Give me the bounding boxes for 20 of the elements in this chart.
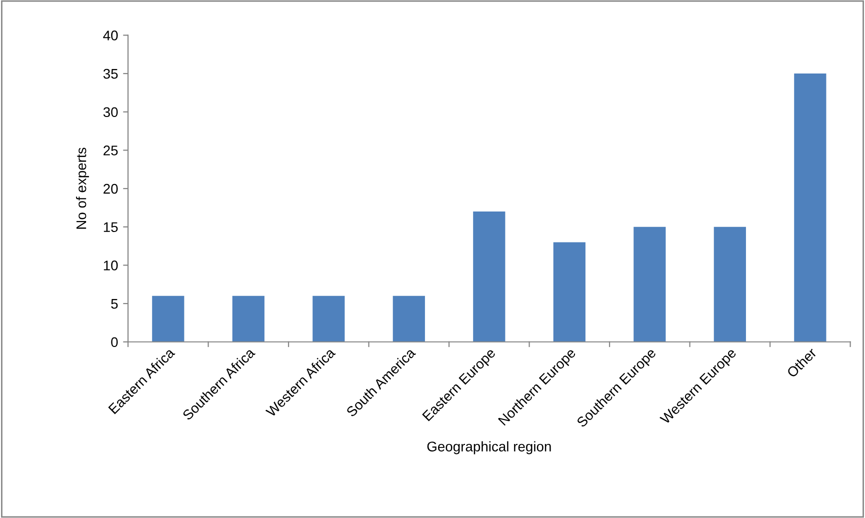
bar bbox=[312, 296, 345, 342]
y-tick-label: 25 bbox=[104, 146, 118, 156]
bar bbox=[553, 242, 586, 342]
bar bbox=[232, 296, 264, 342]
bar bbox=[714, 226, 746, 342]
bar bbox=[473, 212, 506, 342]
bar bbox=[794, 74, 826, 342]
bar bbox=[152, 296, 184, 342]
bar bbox=[634, 226, 666, 342]
y-tick-label: 10 bbox=[104, 260, 118, 270]
y-tick-label: 30 bbox=[103, 107, 118, 118]
y-tick-label: 40 bbox=[103, 30, 118, 40]
y-tick-label: 20 bbox=[104, 184, 118, 194]
y-tick-label: 15 bbox=[104, 222, 118, 232]
y-axis-title: No of experts bbox=[76, 148, 89, 229]
bar bbox=[392, 296, 425, 342]
x-axis-title: Geographical region bbox=[427, 441, 551, 454]
y-tick-label: 35 bbox=[103, 68, 118, 79]
y-tick-label: 0 bbox=[111, 337, 118, 348]
y-tick-label: 5 bbox=[111, 299, 118, 309]
